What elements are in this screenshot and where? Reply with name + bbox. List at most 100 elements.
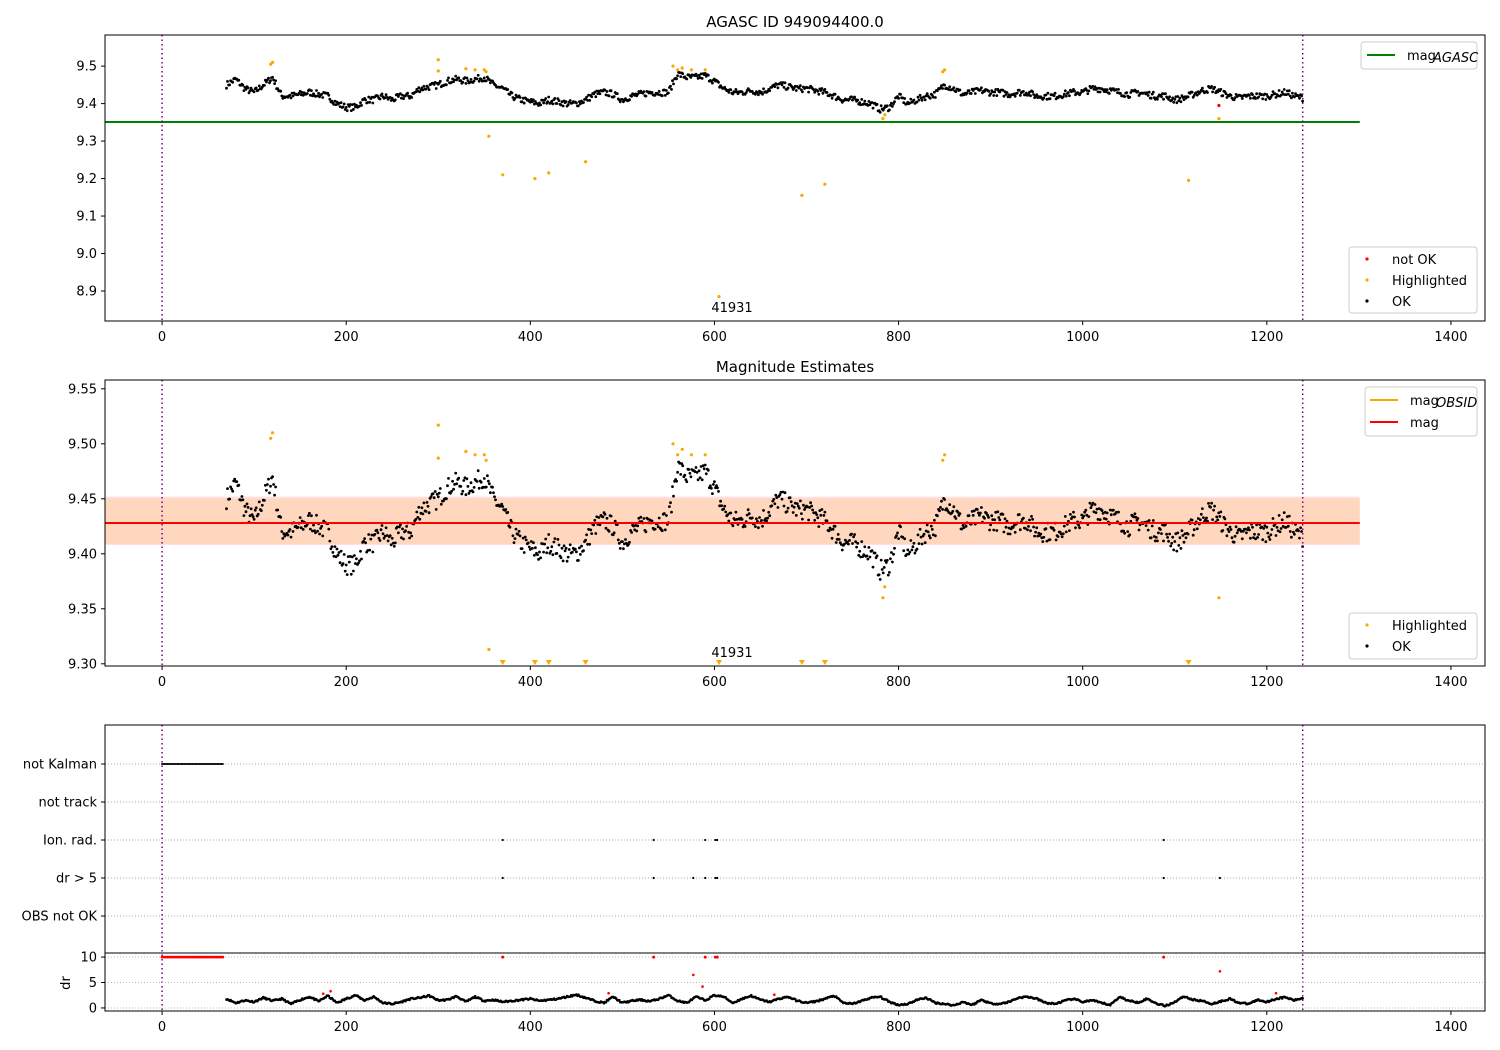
ok-point: [687, 468, 691, 471]
highlighted-out-of-range-marker: [821, 660, 828, 665]
ok-point: [761, 524, 764, 528]
ion-rad-point: [1162, 838, 1165, 842]
highlighted-point: [487, 647, 491, 652]
not-kalman-point: [201, 763, 204, 765]
x-tick-label: 1400: [1434, 675, 1467, 690]
not-kalman-point: [198, 763, 201, 765]
ok-point: [252, 517, 256, 521]
ok-point: [671, 79, 674, 83]
ok-point: [836, 533, 840, 536]
ok-point: [585, 95, 588, 99]
legend-frame: [1348, 612, 1478, 660]
legend-points: Highlighted OK: [1348, 612, 1478, 660]
ok-point: [772, 497, 776, 501]
ok-point: [509, 518, 513, 522]
ok-point: [1105, 511, 1109, 515]
ok-point: [920, 542, 924, 546]
ok-point: [987, 516, 990, 519]
ok-point: [1248, 528, 1251, 532]
x-tick-label: 600: [702, 330, 727, 345]
ok-point: [257, 500, 261, 504]
ok-point: [1082, 514, 1086, 518]
ok-point: [358, 559, 361, 563]
ok-point: [491, 485, 494, 489]
ok-point: [1063, 89, 1067, 93]
ok-point: [785, 510, 789, 513]
dr-red-point: [221, 955, 225, 959]
ok-point: [605, 90, 609, 93]
not-kalman-point: [169, 763, 172, 765]
ok-point: [422, 84, 426, 88]
ok-point: [1192, 528, 1196, 532]
ok-point: [593, 518, 597, 522]
ok-point: [527, 545, 531, 549]
ok-point: [556, 538, 560, 541]
highlighted-point: [676, 68, 680, 72]
ok-point: [1233, 534, 1237, 538]
ok-point: [1028, 518, 1031, 522]
flag-label: OBS not OK: [22, 910, 98, 925]
ok-point: [263, 84, 266, 87]
ok-point: [487, 479, 490, 483]
ok-point: [482, 477, 486, 480]
not-kalman-point: [212, 763, 215, 765]
ok-point: [820, 508, 824, 511]
ok-point: [1098, 518, 1102, 522]
ok-point: [565, 559, 569, 563]
ok-point: [578, 546, 581, 550]
ok-point: [259, 509, 263, 512]
ok-point: [1263, 524, 1267, 528]
ok-point: [657, 516, 661, 520]
ok-point: [833, 92, 837, 96]
ok-point: [681, 464, 685, 468]
ok-point: [729, 88, 733, 92]
ok-point: [612, 95, 616, 98]
ok-point: [1290, 535, 1293, 539]
ok-point: [706, 73, 710, 77]
ok-point: [446, 79, 449, 82]
ok-point: [1243, 527, 1247, 531]
ok-point: [958, 512, 962, 515]
ok-point: [1074, 526, 1077, 530]
ok-point: [879, 104, 883, 108]
ok-point: [1086, 92, 1090, 95]
ok-point: [1092, 510, 1096, 514]
ok-point: [1248, 94, 1251, 97]
ok-point: [607, 529, 611, 533]
not-kalman-point: [183, 763, 186, 765]
highlighted-point: [547, 171, 551, 175]
ok-point: [1046, 91, 1050, 95]
ok-point: [890, 101, 893, 105]
ok-point: [330, 545, 334, 548]
ok-point: [371, 550, 375, 554]
ok-point: [422, 501, 426, 505]
ok-point: [432, 83, 436, 86]
not-kalman-point: [203, 763, 206, 765]
highlighted-point: [717, 295, 721, 299]
y-tick-label: 10: [80, 951, 97, 966]
ok-point: [780, 83, 784, 87]
ok-point: [457, 476, 461, 480]
ok-point: [1274, 534, 1278, 537]
ok-point: [967, 514, 971, 517]
ok-point: [1182, 540, 1186, 544]
ok-point: [241, 498, 245, 502]
ok-point: [615, 92, 619, 95]
ok-point: [750, 516, 754, 520]
ok-point: [1112, 508, 1115, 512]
ok-point: [1201, 507, 1204, 510]
ok-point: [711, 81, 714, 85]
ok-point: [248, 89, 252, 92]
ok-point: [1146, 528, 1150, 532]
highlighted-point: [436, 58, 440, 62]
ok-point: [669, 84, 672, 88]
ok-point: [466, 79, 470, 82]
ok-point: [1265, 525, 1269, 529]
ok-point: [586, 99, 589, 102]
ion-rad-point: [704, 838, 707, 842]
ok-point: [1162, 539, 1165, 543]
ok-point: [983, 516, 986, 520]
ok-point: [566, 555, 570, 559]
ok-point: [1240, 97, 1244, 100]
ok-point: [452, 487, 455, 491]
